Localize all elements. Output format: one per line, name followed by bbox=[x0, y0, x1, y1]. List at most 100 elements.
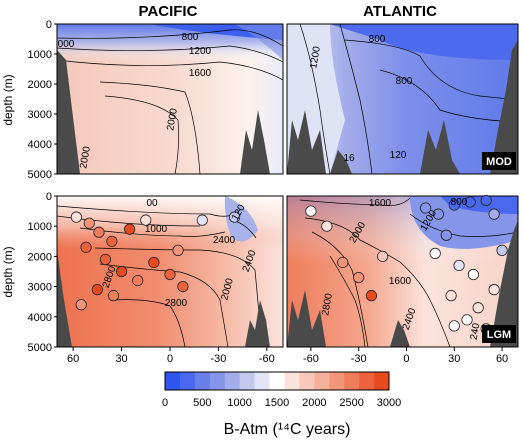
colorbar-swatch bbox=[165, 372, 181, 390]
sediment-point bbox=[464, 196, 476, 208]
sediment-point bbox=[99, 253, 112, 266]
colorbar-tick-label: 2500 bbox=[339, 397, 363, 409]
sediment-point bbox=[106, 235, 118, 247]
sediment-point bbox=[177, 280, 189, 293]
contour-label: 1600 bbox=[189, 68, 212, 79]
sediment-point bbox=[440, 229, 452, 241]
colorbar-tick-label: 1000 bbox=[227, 397, 251, 409]
colorbar-swatch bbox=[239, 372, 255, 390]
x-tick-label-atlantic: 30 bbox=[448, 353, 460, 365]
sediment-point bbox=[353, 271, 365, 284]
x-ticks: 60 30 0 -30 -60 -60 -30 0 30 60 bbox=[67, 347, 508, 365]
sediment-point bbox=[93, 226, 105, 238]
contour-label: 000 bbox=[58, 39, 75, 50]
y-tick-label: 1000 bbox=[28, 221, 52, 233]
sediment-point bbox=[337, 256, 349, 269]
colorbar-swatch bbox=[254, 372, 270, 390]
sediment-point bbox=[107, 290, 120, 302]
sediment-point bbox=[488, 208, 500, 220]
sediment-point bbox=[429, 247, 441, 259]
colorbar-tick-label: 2000 bbox=[302, 397, 326, 409]
sediment-point bbox=[140, 214, 152, 226]
colorbar-swatch bbox=[374, 372, 390, 390]
contour-label: 240 bbox=[469, 322, 483, 341]
sediment-point bbox=[461, 314, 473, 326]
sediment-point bbox=[132, 274, 144, 287]
contour-label: 800 bbox=[369, 34, 386, 45]
lgm-atlantic-seafloor bbox=[287, 290, 326, 347]
sediment-point bbox=[70, 211, 82, 223]
contour-label: 800 bbox=[451, 197, 468, 208]
colorbar-tick-label: 0 bbox=[162, 397, 168, 409]
y-tick-label: 2000 bbox=[28, 79, 52, 91]
sediment-point bbox=[376, 250, 389, 262]
x-tick-label-pacific: 60 bbox=[67, 353, 79, 365]
sediment-point bbox=[148, 256, 160, 269]
colorbar-swatch bbox=[194, 372, 211, 390]
contour-label: 16 bbox=[343, 153, 355, 164]
y-tick-label: 2000 bbox=[28, 251, 52, 263]
colorbar-swatch bbox=[209, 372, 226, 390]
sediment-point bbox=[164, 268, 176, 281]
y-tick-label: 4000 bbox=[28, 139, 52, 151]
contour-label: 1200 bbox=[189, 46, 212, 57]
sediment-point bbox=[172, 244, 184, 256]
contour-label: 800 bbox=[182, 32, 199, 43]
sediment-point bbox=[453, 259, 465, 272]
sediment-point bbox=[75, 299, 87, 311]
y-ticks: 0 1000 2000 3000 4000 5000 0 1000 2000 3000 4000 50… bbox=[28, 19, 57, 354]
y-tick-label: 0 bbox=[46, 19, 52, 31]
colorbar-swatch bbox=[314, 372, 330, 390]
svg-text:LGM: LGM bbox=[487, 329, 511, 341]
colorbar-swatch bbox=[224, 372, 240, 390]
contour-label: 800 bbox=[396, 76, 413, 87]
lgm-sediment-points bbox=[70, 194, 508, 335]
sediment-point bbox=[467, 268, 479, 281]
colorbar-swatch bbox=[179, 372, 196, 390]
sediment-point bbox=[448, 199, 460, 211]
colorbar: 0 500 1000 1500 2000 2500 3000 bbox=[162, 371, 401, 409]
x-tick-label-atlantic: -60 bbox=[303, 353, 319, 365]
mod-pacific-seafloor bbox=[57, 50, 80, 174]
mod-tag: MOD bbox=[482, 152, 516, 170]
contour-label: 1600 bbox=[389, 276, 412, 287]
colorbar-tick-label: 500 bbox=[193, 397, 211, 409]
contour-label: 2000 bbox=[165, 107, 180, 131]
colorbar-swatch bbox=[329, 372, 345, 390]
colorbar-swatch bbox=[284, 372, 300, 390]
y-tick-label: 5000 bbox=[28, 169, 52, 181]
sediment-point bbox=[480, 194, 492, 207]
y-tick-label: 5000 bbox=[28, 342, 52, 354]
sediment-point bbox=[445, 290, 457, 302]
sediment-point bbox=[472, 302, 484, 314]
sediment-point bbox=[365, 290, 378, 302]
contour-label: 1600 bbox=[369, 198, 392, 209]
sediment-point bbox=[80, 241, 92, 253]
contour-label: 2400 bbox=[213, 235, 236, 246]
mod-atlantic-field bbox=[287, 24, 518, 174]
sediment-point bbox=[305, 205, 317, 217]
mod-panel: MOD bbox=[56, 23, 519, 175]
colorbar-swatch bbox=[344, 372, 360, 390]
y-tick-label: 4000 bbox=[28, 312, 52, 324]
lgm-pacific-field bbox=[57, 196, 283, 347]
contour-label: 120 bbox=[390, 150, 407, 161]
sediment-point bbox=[419, 202, 432, 214]
x-tick-label-pacific: -60 bbox=[259, 353, 275, 365]
sediment-point bbox=[228, 211, 241, 223]
colorbar-swatch bbox=[269, 372, 285, 390]
contour-label: 2000 bbox=[78, 145, 93, 169]
sediment-point bbox=[496, 244, 508, 256]
sediment-point bbox=[196, 214, 208, 226]
sediment-point bbox=[124, 223, 136, 235]
lgm-panel: LGM bbox=[56, 194, 519, 348]
lgm-ylabel: depth (m) bbox=[1, 246, 15, 297]
svg-text:MOD: MOD bbox=[486, 156, 512, 168]
contour-label: 2800 bbox=[320, 292, 335, 316]
contour-label: 1200 bbox=[308, 45, 323, 69]
colorbar-frame bbox=[164, 371, 390, 391]
atlantic-title: ATLANTIC bbox=[363, 3, 437, 20]
lgm-tag: LGM bbox=[482, 325, 516, 343]
mod-atlantic-seafloor bbox=[287, 110, 326, 174]
